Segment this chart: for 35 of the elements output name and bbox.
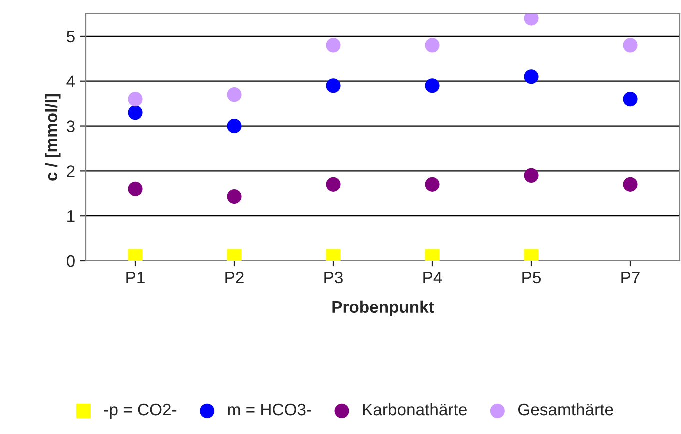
point [425,78,440,94]
legend-label: -p = CO2- [104,404,177,419]
point [524,168,539,183]
point [326,38,341,53]
point [326,177,341,192]
point [425,38,440,53]
x-tick-label: P1 [126,272,145,284]
point [524,70,539,84]
legend-label: m = HCO3- [228,404,312,416]
y-tick-label: 2 [67,166,75,178]
point [623,38,638,53]
point [623,177,638,192]
point [128,92,143,107]
point [227,189,242,204]
y-tick-label: 5 [66,31,75,43]
point [623,92,638,107]
x-tick-label: P2 [226,272,244,284]
point [425,177,440,192]
y-tick-label: 4 [66,76,76,88]
point [128,106,143,120]
y-axis-title: c / [mmol/l] [45,94,61,181]
point [326,78,341,94]
point [128,182,143,196]
x-axis-title: Probenpunkt [332,300,434,316]
legend-label: Gesamthärte [518,403,614,416]
legend-label: Karbonathärte [363,403,467,416]
y-tick-label: 0 [66,255,75,268]
y-tick-label: 3 [66,120,75,132]
x-tick-label: P3 [324,272,343,284]
x-tick-label: P4 [424,272,442,284]
point [227,118,242,134]
x-tick-label: P7 [622,272,640,284]
point [227,88,242,102]
y-tick-label: 1 [68,210,75,222]
x-tick-label: P5 [522,272,541,284]
